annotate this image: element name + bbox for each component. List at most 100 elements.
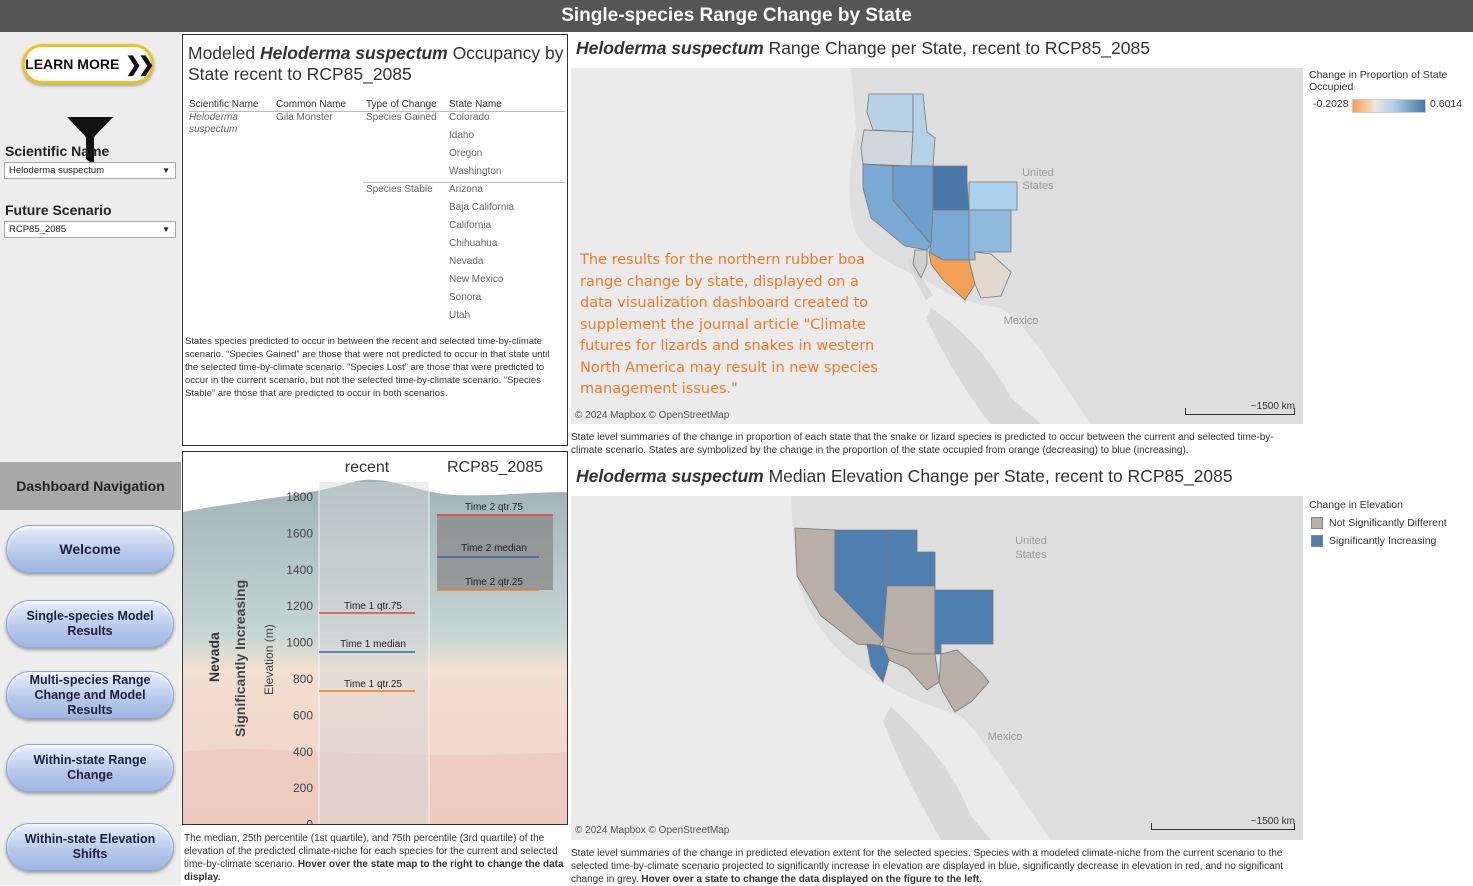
- range-map-scale: ~1500 km: [1185, 401, 1295, 415]
- state-sonora[interactable]: [928, 251, 976, 301]
- nav-within-state-range-button[interactable]: Within-state Range Change: [6, 744, 174, 792]
- range-map-title-suffix: Range Change per State, recent to RCP85_…: [763, 38, 1150, 58]
- elev-map-title: Heloderma suspectum Median Elevation Cha…: [576, 466, 1233, 487]
- state-idaho[interactable]: [910, 93, 936, 167]
- state-washington[interactable]: [866, 93, 914, 133]
- range-legend-min: -0.2028: [1313, 98, 1349, 110]
- dropdown-arrow-icon: ▼: [162, 166, 170, 175]
- elev-map-note: State level summaries of the change in p…: [571, 847, 1301, 886]
- state-name-cell: California: [449, 220, 492, 231]
- state-name-cell: Sonora: [449, 292, 482, 303]
- t1-median-label: Time 1 median: [340, 639, 406, 650]
- future-scenario-value: RCP85_2085: [9, 224, 67, 235]
- header-divider: [189, 111, 565, 112]
- label-mexico: Mexico: [1004, 315, 1039, 327]
- y-axis-label: Elevation (m): [262, 624, 276, 695]
- y-tick-label: 1600: [286, 526, 313, 540]
- column-header-common-name: Common Name: [276, 99, 347, 110]
- dashboard-title: Single-species Range Change by State: [0, 0, 1473, 32]
- states-stable-list: Arizona Baja California California Chihuahu…: [449, 181, 514, 325]
- elev-state-sonora[interactable]: [882, 645, 940, 691]
- y-tick-label: 1800: [286, 490, 313, 504]
- range-legend-title: Change in Proportion of State Occupied: [1309, 69, 1448, 93]
- elev-state-chihuahua[interactable]: [938, 649, 990, 713]
- states-gained-list: Colorado Idaho Oregon Washington: [449, 109, 501, 181]
- legend-label: Not Significantly Different: [1329, 517, 1447, 529]
- y-tick-label: 0: [306, 818, 313, 825]
- range-legend-max: 0.6014: [1430, 98, 1463, 110]
- occupancy-title-species: Heloderma suspectum: [260, 43, 448, 63]
- nav-multi-species-button[interactable]: Multi-species Range Change and Model Res…: [6, 671, 174, 719]
- t1-q25-label: Time 1 qtr.25: [344, 679, 402, 690]
- state-oregon[interactable]: [860, 129, 914, 167]
- column-header-type-of-change: Type of Change: [366, 99, 437, 110]
- double-chevron-right-icon: ❯❯: [125, 53, 154, 76]
- elev-map-note-text: State level summaries of the change in p…: [571, 848, 1284, 885]
- state-chihuahua[interactable]: [968, 251, 1012, 299]
- scientific-name-dropdown[interactable]: Heloderma suspectum ▼: [4, 162, 176, 179]
- elev-map-scale-label: ~1500 km: [1250, 816, 1295, 827]
- y-tick-label: 1400: [286, 563, 313, 577]
- learn-more-button[interactable]: LEARN MORE ❯❯: [22, 44, 155, 84]
- t2-q75-label: Time 2 qtr.75: [465, 502, 523, 513]
- occupancy-note: States species predicted to occur in bet…: [185, 336, 550, 399]
- legend-swatch: [1311, 517, 1323, 529]
- label-united: United: [1022, 167, 1054, 179]
- legend-item[interactable]: Significantly Increasing: [1311, 532, 1447, 550]
- state-utah[interactable]: [932, 165, 970, 211]
- scientific-name-line2: suspectum: [189, 124, 238, 135]
- legend-item[interactable]: Not Significantly Different: [1311, 514, 1447, 532]
- label-states: States: [1022, 180, 1054, 192]
- elevation-chart: 1800 1600 1400 1200 1000 800 600 400 200 0 recent…: [183, 452, 567, 825]
- nav-single-species-button[interactable]: Single-species Model Results: [6, 600, 174, 648]
- state-name-cell: Chihuahua: [449, 238, 498, 249]
- elev-state-arizona[interactable]: [882, 585, 936, 655]
- scientific-name-value: Heloderma suspectum: [9, 165, 105, 176]
- cell-scientific-name: Heloderma suspectum: [189, 107, 238, 136]
- scientific-name-line1: Heloderma: [189, 112, 238, 123]
- y-tick-label: 1200: [286, 599, 313, 613]
- range-map-canvas: United States Mexico: [849, 68, 1303, 424]
- sidebar: LEARN MORE ❯❯ Scientific Name Heloderma …: [0, 32, 181, 885]
- state-label: Nevada: [206, 632, 222, 682]
- elevation-change-map[interactable]: United States Mexico © 2024 Mapbox © Ope…: [571, 496, 1303, 840]
- range-map-scale-label: ~1500 km: [1250, 401, 1295, 412]
- scientific-name-label: Scientific Name: [5, 143, 110, 159]
- state-name-cell: Nevada: [449, 256, 484, 267]
- cell-common-name: Gila Monster: [276, 112, 333, 123]
- range-change-map[interactable]: United States Mexico The results for the…: [571, 68, 1303, 424]
- future-scenario-dropdown[interactable]: RCP85_2085 ▼: [4, 221, 176, 238]
- y-tick-label: 400: [293, 745, 313, 759]
- y-tick-label: 200: [293, 781, 313, 795]
- t1-q75-label: Time 1 qtr.75: [344, 601, 402, 612]
- elev-legend-title: Change in Elevation: [1309, 499, 1403, 511]
- future-scenario-label: Future Scenario: [5, 202, 112, 218]
- t2-median-label: Time 2 median: [461, 543, 527, 554]
- elev-map-scale: ~1500 km: [1151, 816, 1295, 830]
- status-label: Significantly Increasing: [232, 580, 248, 737]
- elev-state-baja-california[interactable]: [866, 643, 890, 683]
- elevation-axis-ticks: 1800 1600 1400 1200 1000 800 600 400 200 0: [286, 490, 313, 825]
- nav-welcome-button[interactable]: Welcome: [6, 525, 174, 573]
- elev-legend-items: Not Significantly Different Significantly…: [1311, 514, 1447, 550]
- occupancy-title-prefix: Modeled: [188, 43, 260, 63]
- state-name-cell: Oregon: [449, 148, 483, 159]
- elevation-note-bold: Hover over the state map to the right to…: [184, 859, 564, 883]
- dropdown-arrow-icon: ▼: [162, 225, 170, 234]
- legend-swatch: [1311, 535, 1323, 547]
- elev-map-title-species: Heloderma suspectum: [576, 466, 764, 486]
- nav-within-state-elevation-button[interactable]: Within-state Elevation Shifts: [6, 823, 174, 871]
- state-arizona[interactable]: [928, 209, 970, 261]
- t2-q25-label: Time 2 qtr.25: [465, 577, 523, 588]
- scale-bar: [1185, 408, 1295, 415]
- state-colorado[interactable]: [968, 181, 1018, 211]
- legend-label: Significantly Increasing: [1329, 535, 1437, 547]
- range-map-title: Heloderma suspectum Range Change per Sta…: [576, 38, 1150, 59]
- state-name-cell: New Mexico: [449, 274, 504, 285]
- state-baja-california[interactable]: [912, 249, 928, 279]
- col-future-label: RCP85_2085: [447, 459, 543, 476]
- range-map-note: State level summaries of the change in p…: [571, 432, 1274, 456]
- occupancy-title: Modeled Heloderma suspectum Occupancy by…: [188, 43, 564, 85]
- bottom-band: [183, 749, 567, 824]
- occupancy-panel: Modeled Heloderma suspectum Occupancy by…: [182, 34, 568, 446]
